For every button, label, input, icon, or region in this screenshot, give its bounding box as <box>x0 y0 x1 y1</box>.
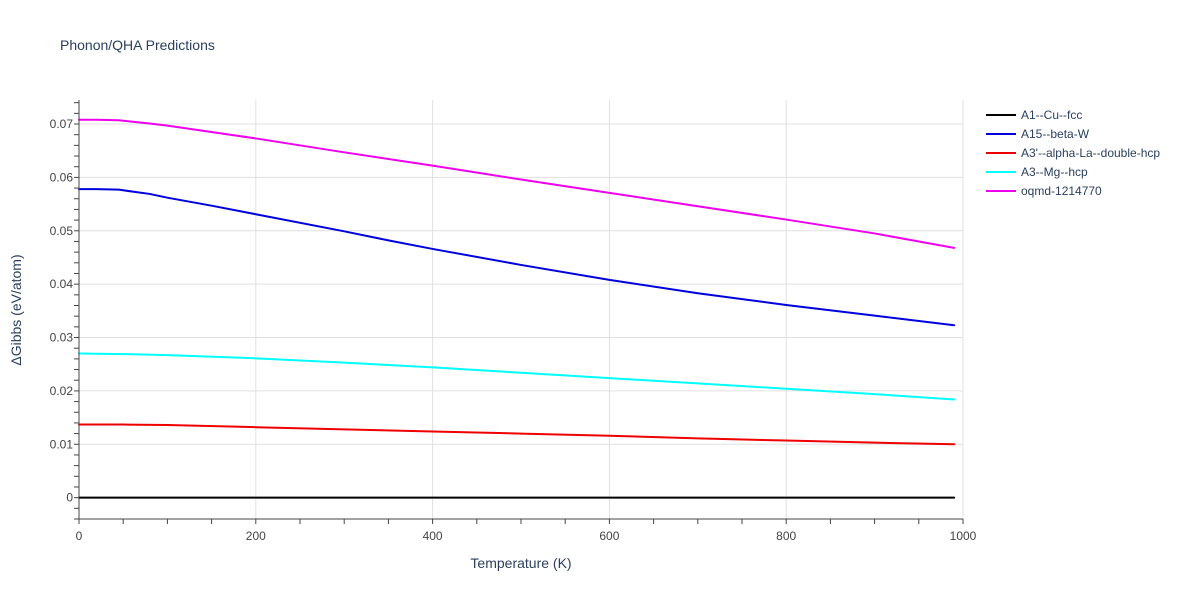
series-line-4 <box>78 118 956 249</box>
y-tick-label: 0.05 <box>50 224 74 238</box>
y-tick-label: 0.04 <box>50 277 74 291</box>
x-tick-label: 200 <box>246 529 266 543</box>
series-line-2 <box>78 423 956 446</box>
y-axis: 0 0.01 0.02 0.03 0.04 0.05 0.06 0.07 <box>50 100 80 520</box>
y-tick-label: 0.02 <box>50 384 74 398</box>
y-tick-label: 0 <box>66 491 73 505</box>
x-axis-label: Temperature (K) <box>470 555 571 571</box>
chart-title: Phonon/QHA Predictions <box>60 37 215 53</box>
x-tick-label: 0 <box>76 529 83 543</box>
y-tick-label: 0.01 <box>50 437 74 451</box>
plot-lines <box>78 118 956 499</box>
x-tick-label: 400 <box>423 529 443 543</box>
y-tick-label: 0.07 <box>50 117 74 131</box>
x-axis: 0 200 400 600 800 1000 <box>76 518 977 543</box>
series-line-3 <box>78 352 956 401</box>
legend: A1--Cu--fcc A15--beta-W A3'--alpha-La--dou… <box>986 108 1160 198</box>
legend-label: A15--beta-W <box>1021 127 1090 141</box>
plot-grid <box>79 100 964 519</box>
y-tick-label: 0.03 <box>50 331 74 345</box>
x-tick-label: 600 <box>599 529 619 543</box>
x-tick-label: 1000 <box>950 529 977 543</box>
x-tick-label: 800 <box>776 529 796 543</box>
y-tick-label: 0.06 <box>50 170 74 184</box>
legend-label: A3--Mg--hcp <box>1021 165 1088 179</box>
series-line-1 <box>78 188 956 327</box>
y-axis-label: ΔGibbs (eV/atom) <box>8 254 24 365</box>
legend-label: oqmd-1214770 <box>1021 184 1102 198</box>
legend-label: A1--Cu--fcc <box>1021 108 1082 122</box>
legend-label: A3'--alpha-La--double-hcp <box>1021 146 1160 160</box>
